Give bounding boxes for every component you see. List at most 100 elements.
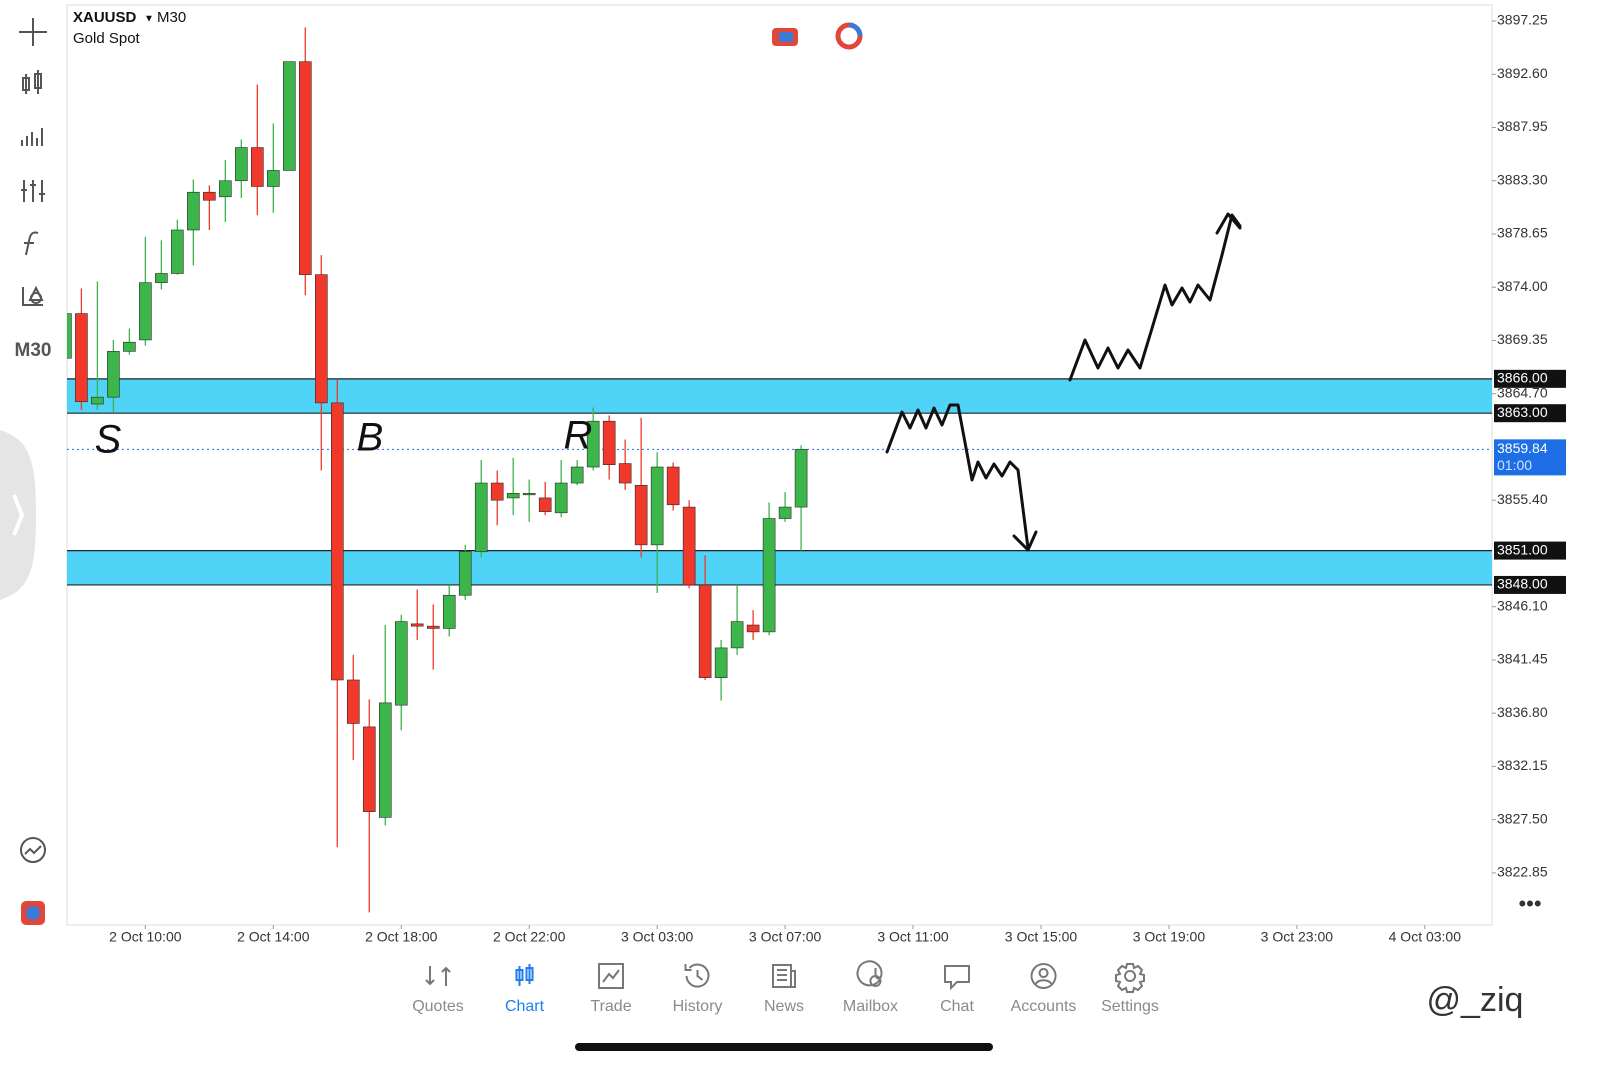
price-label: 3848.00 xyxy=(1497,576,1548,592)
watermark: @_ziq xyxy=(1427,981,1524,1019)
candle-body xyxy=(123,341,136,352)
y-tick-label: 3841.45 xyxy=(1497,651,1548,667)
tab-icon[interactable] xyxy=(944,965,970,991)
candle-body xyxy=(267,170,280,187)
candle-body xyxy=(746,624,760,633)
symbol[interactable]: XAUUSD xyxy=(73,9,137,26)
y-tick-label: 3869.35 xyxy=(1497,331,1548,347)
tab-icon[interactable] xyxy=(598,963,624,989)
price-label-bg xyxy=(1494,404,1566,423)
candle-body xyxy=(139,282,152,341)
bullish-path xyxy=(1068,213,1242,382)
candle-body xyxy=(203,191,216,201)
x-tick-label: 3 Oct 15:00 xyxy=(1005,929,1078,945)
candle-body xyxy=(794,449,808,508)
tab-label[interactable]: Trade xyxy=(590,998,631,1015)
zone xyxy=(67,550,1492,585)
tab-icon[interactable] xyxy=(684,963,710,988)
volume-icon[interactable] xyxy=(21,128,43,146)
y-tick-label: 3836.80 xyxy=(1497,704,1548,720)
chart-type-icon[interactable] xyxy=(22,70,42,94)
side-handle[interactable] xyxy=(0,430,36,600)
candle-body xyxy=(730,621,744,649)
tab-icon[interactable] xyxy=(425,966,451,986)
tab-label[interactable]: Settings xyxy=(1101,998,1159,1015)
y-tick-label: 3864.70 xyxy=(1497,384,1548,400)
plot xyxy=(67,27,1492,913)
analysis-icon[interactable] xyxy=(20,837,46,863)
y-tick-label: 3878.65 xyxy=(1497,225,1548,241)
candle-body xyxy=(490,482,504,501)
candle-body xyxy=(618,463,632,484)
objects-icon[interactable] xyxy=(22,285,44,306)
current-price-label: 3859.84 xyxy=(1497,440,1548,456)
candle-body xyxy=(442,594,456,629)
hand-drawing xyxy=(885,212,1242,552)
candle-body xyxy=(346,679,360,724)
candle-body xyxy=(474,482,488,553)
candle-body xyxy=(410,623,424,627)
symbol-caret: ▼ xyxy=(144,14,154,25)
x-tick-label: 3 Oct 07:00 xyxy=(749,929,822,945)
tab-label[interactable]: News xyxy=(764,998,804,1015)
tab-label[interactable]: Mailbox xyxy=(843,998,898,1015)
x-tick-label: 2 Oct 18:00 xyxy=(365,929,438,945)
tab-label[interactable]: Quotes xyxy=(412,998,464,1015)
current-price-timer: 01:00 xyxy=(1497,457,1532,473)
annotation: S xyxy=(95,418,122,462)
timeframe[interactable]: M30 xyxy=(157,9,186,26)
price-label-bg xyxy=(1494,369,1566,388)
candle-body xyxy=(762,518,776,633)
candle-body xyxy=(554,482,568,514)
y-tick-label: 3827.50 xyxy=(1497,810,1548,826)
candle-body xyxy=(314,274,328,404)
tab-label[interactable]: Chart xyxy=(505,998,545,1015)
candle-body xyxy=(458,551,472,596)
y-tick-label: 3832.15 xyxy=(1497,757,1548,773)
tab-icon[interactable] xyxy=(772,964,796,988)
tab-label[interactable]: Accounts xyxy=(1011,998,1077,1015)
candle-body xyxy=(634,485,648,546)
more-button[interactable]: ••• xyxy=(1518,891,1541,916)
candle-body xyxy=(75,313,88,403)
toolbar-timeframe[interactable]: M30 xyxy=(15,340,52,361)
candle-body xyxy=(682,506,696,586)
candle-body xyxy=(155,273,168,283)
plot-area xyxy=(66,4,1493,926)
tab-icon[interactable] xyxy=(515,964,534,986)
candle-body xyxy=(602,420,616,466)
y-tick-label: 3887.95 xyxy=(1497,118,1548,134)
tab-label[interactable]: Chat xyxy=(940,998,974,1015)
candle-body xyxy=(650,466,664,546)
y-tick-label: 3883.30 xyxy=(1497,171,1548,187)
function-icon[interactable] xyxy=(24,231,39,256)
x-tick-label: 2 Oct 14:00 xyxy=(237,929,310,945)
settings-icon[interactable] xyxy=(21,180,45,202)
y-tick-label: 3874.00 xyxy=(1497,278,1548,294)
candle-body xyxy=(698,584,712,678)
tab-label[interactable]: History xyxy=(673,998,723,1015)
x-tick-label: 3 Oct 11:00 xyxy=(877,929,949,945)
tab-bar: Quotes Chart Trade History News Mailbox Chat Ac… xyxy=(412,960,1159,1015)
x-tick-label: 3 Oct 03:00 xyxy=(621,929,694,945)
crosshair-icon[interactable] xyxy=(19,18,47,46)
candle-body xyxy=(330,402,344,681)
y-tick-label: 3846.10 xyxy=(1497,597,1548,613)
price-label: 3866.00 xyxy=(1497,370,1548,386)
x-tick-label: 2 Oct 22:00 xyxy=(493,929,566,945)
trade-button-inner xyxy=(779,32,793,42)
tab-icon[interactable] xyxy=(856,960,883,987)
candle-body xyxy=(714,647,728,678)
side-handle-arrow xyxy=(12,494,25,536)
candle-body xyxy=(394,621,408,706)
price-label: 3851.00 xyxy=(1497,541,1548,557)
tab-icon[interactable] xyxy=(1030,963,1057,989)
y-tick-label: 3892.60 xyxy=(1497,65,1548,81)
current-price-bg xyxy=(1494,439,1566,476)
candle-body xyxy=(235,147,248,182)
y-tick-label: 3897.25 xyxy=(1497,12,1548,28)
tab-icon[interactable] xyxy=(1115,963,1145,993)
zone xyxy=(67,378,1492,414)
candle-body xyxy=(586,420,600,468)
price-label-bg xyxy=(1494,541,1566,560)
